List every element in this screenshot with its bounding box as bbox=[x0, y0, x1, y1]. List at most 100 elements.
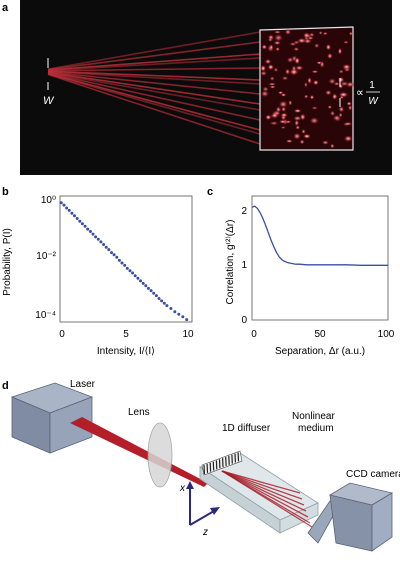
speckle-spot bbox=[318, 30, 323, 35]
speckle-spot bbox=[273, 67, 279, 73]
beam-ray bbox=[47, 67, 261, 72]
probability-point bbox=[112, 253, 116, 257]
medium-beam-ray bbox=[221, 470, 313, 528]
probability-point bbox=[104, 245, 108, 249]
speckle-spot bbox=[332, 114, 341, 121]
speckle-spot bbox=[309, 116, 320, 125]
probability-point bbox=[62, 203, 66, 207]
panel-d-label: d bbox=[2, 380, 9, 392]
speckle-spot bbox=[289, 68, 299, 76]
probability-point bbox=[185, 318, 189, 322]
speckle-spot bbox=[269, 76, 275, 82]
speckle-spot bbox=[303, 94, 309, 99]
speckle-spot bbox=[260, 64, 267, 72]
speckle-spot bbox=[329, 110, 336, 117]
probability-point bbox=[91, 232, 95, 236]
camera-label: CCD camera bbox=[346, 469, 400, 480]
speckle-spot bbox=[325, 43, 332, 51]
probability-point bbox=[162, 301, 166, 305]
beam-ray bbox=[47, 31, 261, 70]
beam-ray bbox=[47, 41, 261, 71]
beam-ray bbox=[47, 70, 261, 81]
beam-ray bbox=[47, 72, 261, 121]
beam-ray bbox=[47, 72, 261, 131]
x-axis-label: x bbox=[179, 483, 186, 494]
speckle-spot bbox=[267, 37, 273, 43]
probability-point bbox=[80, 222, 84, 226]
speckle-spot bbox=[260, 90, 270, 98]
y-tick-label: 1 bbox=[241, 260, 247, 271]
speckle-spot bbox=[269, 44, 274, 51]
speckle-spot bbox=[309, 94, 315, 100]
speckle-spot bbox=[288, 99, 293, 106]
probability-point bbox=[78, 219, 82, 223]
speckle-spot bbox=[294, 65, 304, 71]
speckle-spot bbox=[293, 46, 300, 52]
speckle-spot bbox=[321, 140, 330, 145]
speckle-spot bbox=[286, 56, 294, 63]
speckle-spot bbox=[280, 125, 286, 130]
probability-point bbox=[157, 297, 161, 300]
speckle-screen bbox=[259, 26, 354, 151]
speckle-spot bbox=[284, 68, 291, 76]
probability-point bbox=[65, 206, 69, 210]
speckle-spot bbox=[338, 105, 345, 113]
speckle-spot bbox=[294, 119, 300, 127]
speckle-spot bbox=[329, 143, 335, 149]
speckle-spot bbox=[259, 70, 268, 76]
1d-diffuser bbox=[201, 450, 243, 476]
probability-point bbox=[115, 255, 119, 259]
speckle-spot bbox=[285, 139, 294, 143]
probability-point bbox=[152, 291, 156, 295]
speckle-spot bbox=[303, 81, 308, 88]
probability-point bbox=[160, 299, 164, 303]
speckle-spot bbox=[341, 63, 352, 71]
probability-point bbox=[73, 214, 76, 218]
speckle-spot bbox=[311, 69, 319, 74]
speckle-spot bbox=[312, 79, 319, 86]
x-tick-label: 0 bbox=[251, 329, 257, 340]
probability-point bbox=[83, 224, 87, 228]
probability-point bbox=[99, 240, 103, 244]
speckle-spot bbox=[316, 61, 323, 65]
correlation-y-ticks: 0 1 2 bbox=[241, 206, 247, 326]
probability-point bbox=[123, 263, 127, 267]
speckle-spot bbox=[273, 40, 281, 46]
beam-ray bbox=[47, 57, 261, 72]
y-tick-label: 0 bbox=[241, 315, 247, 326]
laser-label: Laser bbox=[70, 379, 96, 390]
probability-plot-frame bbox=[59, 195, 193, 323]
beam-ray bbox=[47, 72, 261, 111]
speckle-spot bbox=[342, 40, 350, 44]
beam-ray bbox=[47, 71, 261, 105]
x-tick-label: 100 bbox=[378, 329, 395, 340]
probability-x-ticks: 0 5 10 bbox=[59, 329, 194, 340]
probability-point bbox=[144, 284, 148, 288]
fraction-numerator: 1 bbox=[369, 80, 375, 91]
speckle-spot bbox=[292, 132, 302, 140]
speckle-spot bbox=[331, 93, 338, 101]
beam-ray bbox=[47, 73, 261, 145]
lens bbox=[147, 422, 173, 488]
speckle-illustration: W ∝ 1 W bbox=[43, 26, 380, 151]
probability-point bbox=[107, 248, 111, 252]
probability-point bbox=[86, 227, 90, 231]
speckle-spot bbox=[326, 52, 333, 60]
speckle-spot bbox=[267, 63, 275, 71]
speckle-spot bbox=[294, 56, 301, 65]
speckle-spot bbox=[278, 100, 288, 109]
beam-ray bbox=[47, 53, 261, 71]
speckle-spot bbox=[327, 105, 333, 110]
speckle-spot bbox=[275, 106, 282, 114]
speckle-spot bbox=[339, 95, 344, 100]
probability-point bbox=[136, 276, 140, 280]
probability-point bbox=[67, 208, 71, 212]
speckle-spot bbox=[269, 121, 279, 126]
speckle-spot bbox=[281, 75, 289, 81]
probability-point bbox=[149, 289, 153, 293]
probability-point bbox=[146, 286, 150, 290]
probability-point bbox=[128, 269, 132, 273]
speckle-spot bbox=[262, 86, 269, 93]
probability-point bbox=[173, 310, 177, 314]
correlation-curve bbox=[251, 205, 388, 266]
